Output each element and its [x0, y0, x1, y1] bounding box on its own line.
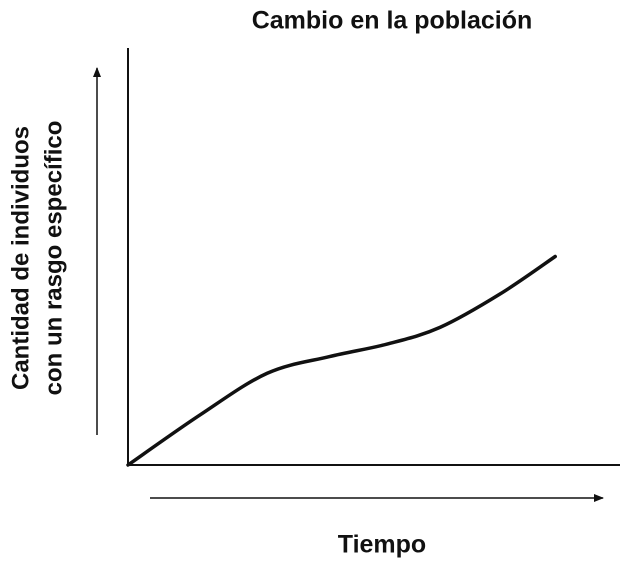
chart-title: Cambio en la población [252, 7, 533, 35]
x-axis-label: Tiempo [338, 531, 426, 559]
y-axis-label: con un rasgo específico [40, 121, 67, 396]
line [126, 254, 557, 467]
y-axis-label: Cantidad de individuos [7, 126, 34, 390]
